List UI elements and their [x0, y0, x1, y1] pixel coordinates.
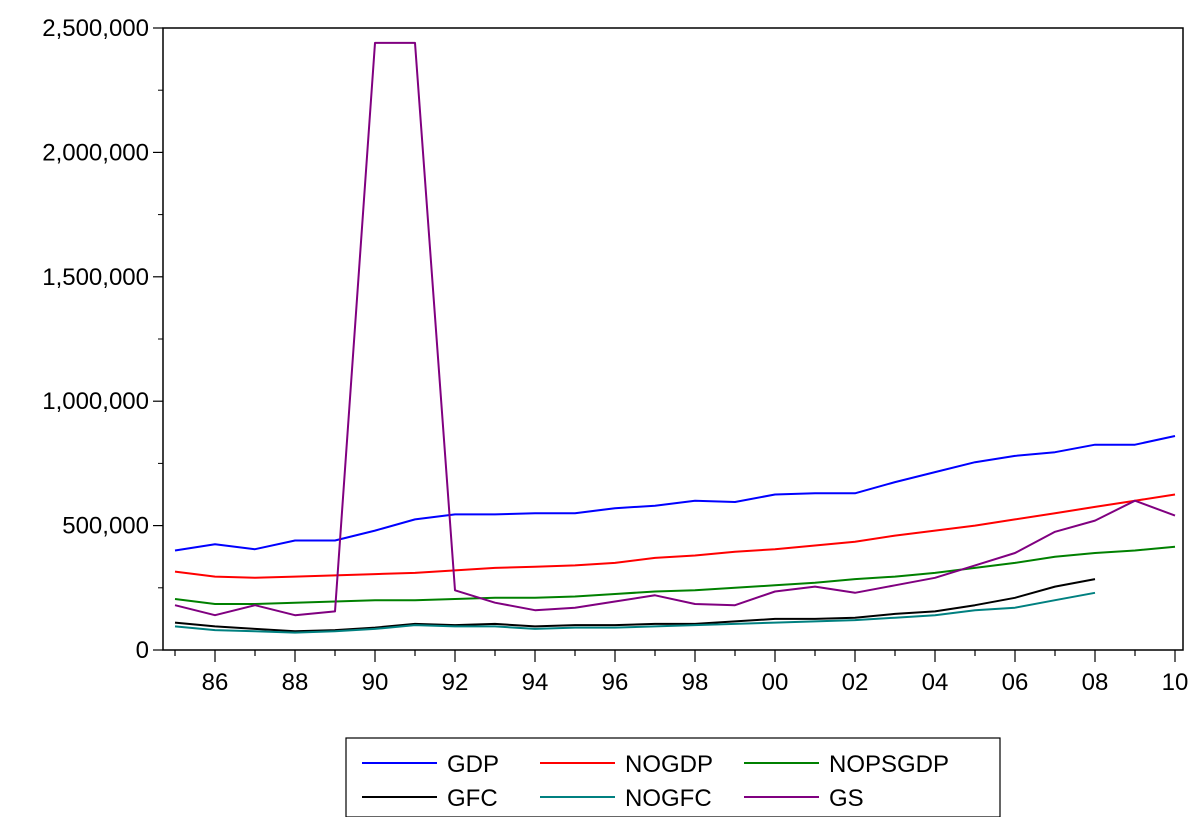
- legend-box: [345, 737, 1001, 817]
- y-tick-label: 0: [136, 637, 149, 664]
- y-tick-label: 1,500,000: [42, 264, 149, 291]
- x-tick-label: 02: [842, 669, 869, 696]
- x-tick-label: 86: [202, 669, 229, 696]
- x-tick-label: 08: [1082, 669, 1109, 696]
- series-line-gs: [174, 41, 1176, 617]
- legend-label-nogdp: NOGDP: [625, 751, 713, 778]
- legend-label-gfc: GFC: [447, 785, 498, 812]
- x-tick-label: 92: [442, 669, 469, 696]
- x-tick-label: 00: [762, 669, 789, 696]
- series-lines: [174, 41, 1176, 634]
- series-line-nopsgdp: [174, 545, 1176, 605]
- x-tick-label: 06: [1002, 669, 1029, 696]
- series-line-gdp: [174, 435, 1176, 552]
- y-tick-label: 2,000,000: [42, 139, 149, 166]
- x-axis: 86 88 90 92 94 96 98 00 02 04 06 08 10: [174, 650, 1189, 696]
- series-line-nogdp: [174, 493, 1176, 579]
- x-tick-label: 94: [522, 669, 549, 696]
- legend-label-gs: GS: [829, 785, 864, 812]
- x-tick-label: 98: [682, 669, 709, 696]
- series-line-nogfc: [174, 591, 1096, 634]
- x-tick-label: 96: [602, 669, 629, 696]
- legend-label-nopsgdp: NOPSGDP: [829, 751, 949, 778]
- legend-label-nogfc: NOGFC: [625, 785, 712, 812]
- x-tick-label: 88: [282, 669, 309, 696]
- plot-area: [162, 27, 1184, 651]
- y-axis: 0 500,000 1,000,000 1,500,000 2,000,000 2,500…: [42, 15, 163, 664]
- y-tick-label: 500,000: [62, 513, 149, 540]
- series-line-gfc: [174, 578, 1096, 633]
- y-tick-label: 1,000,000: [42, 388, 149, 415]
- y-tick-label: 2,500,000: [42, 15, 149, 42]
- x-tick-label: 90: [362, 669, 389, 696]
- x-tick-label: 04: [922, 669, 949, 696]
- legend-label-gdp: GDP: [447, 751, 499, 778]
- legend: GDP NOGDP NOPSGDP GFC NOGFC GS: [345, 737, 1001, 817]
- x-tick-label: 10: [1162, 669, 1189, 696]
